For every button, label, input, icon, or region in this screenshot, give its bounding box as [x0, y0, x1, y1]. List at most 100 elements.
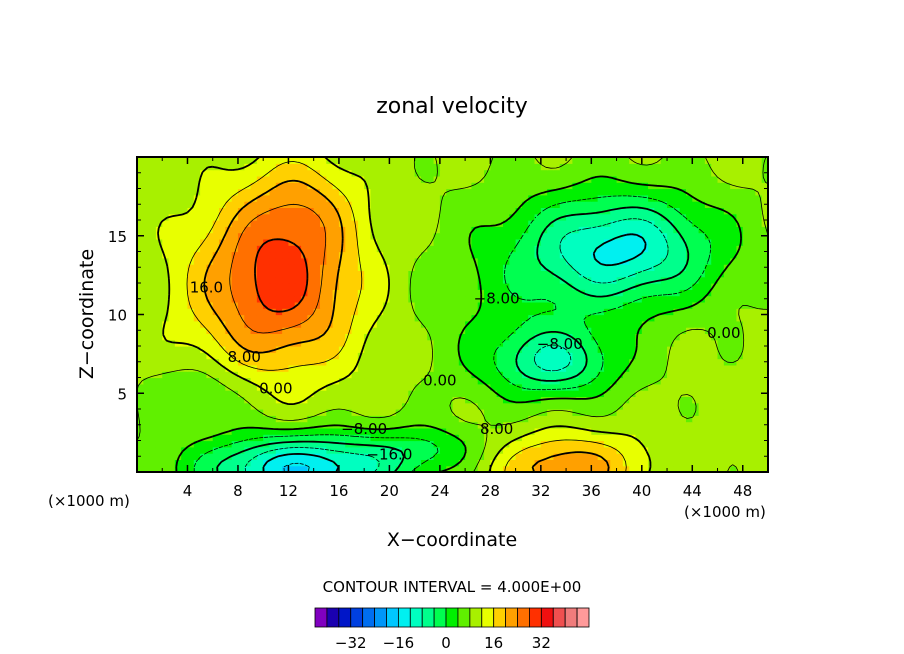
- field-cell: [414, 188, 422, 196]
- field-cell: [338, 396, 346, 404]
- field-cell: [269, 213, 277, 221]
- field-cell: [200, 333, 208, 341]
- field-cell: [250, 251, 258, 259]
- field-cell: [496, 264, 504, 271]
- field-cell: [357, 383, 365, 391]
- field-cell: [301, 320, 308, 328]
- field-cell: [603, 169, 611, 177]
- field-cell: [326, 257, 334, 265]
- field-cell: [736, 440, 744, 448]
- field-cell: [717, 188, 725, 196]
- field-cell: [755, 339, 763, 347]
- field-cell: [326, 194, 334, 202]
- field-cell: [168, 346, 176, 353]
- field-cell: [206, 371, 214, 379]
- field-cell: [641, 201, 649, 208]
- field-cell: [433, 308, 441, 316]
- field-cell: [383, 453, 390, 460]
- field-cell: [307, 409, 315, 416]
- field-cell: [155, 434, 163, 442]
- field-cell: [521, 377, 529, 385]
- field-cell: [465, 194, 473, 202]
- field-cell: [408, 257, 416, 265]
- field-cell: [629, 440, 637, 448]
- field-cell: [610, 301, 618, 309]
- field-cell: [294, 188, 302, 196]
- field-cell: [383, 182, 390, 190]
- field-cell: [572, 194, 580, 202]
- field-cell: [294, 402, 302, 410]
- field-cell: [698, 346, 706, 353]
- field-cell: [408, 440, 416, 448]
- field-cell: [389, 465, 397, 473]
- field-cell: [629, 453, 637, 460]
- field-cell: [641, 207, 649, 215]
- field-cell: [603, 415, 611, 423]
- field-cell: [679, 163, 687, 171]
- field-cell: [673, 308, 681, 316]
- field-cell: [528, 188, 536, 196]
- field-cell: [263, 295, 271, 303]
- field-cell: [591, 245, 599, 253]
- field-cell: [383, 371, 390, 379]
- field-cell: [528, 289, 536, 297]
- field-cell: [452, 157, 460, 164]
- field-cell: [351, 327, 359, 334]
- field-cell: [484, 314, 491, 322]
- field-cell: [250, 238, 258, 246]
- field-cell: [742, 182, 750, 190]
- field-cell: [193, 383, 201, 391]
- field-cell: [414, 440, 422, 448]
- field-cell: [244, 352, 252, 360]
- field-cell: [559, 182, 567, 190]
- field-cell: [654, 346, 662, 353]
- field-cell: [622, 245, 630, 253]
- field-cell: [250, 402, 258, 410]
- field-cell: [496, 327, 504, 334]
- field-cell: [654, 383, 662, 391]
- field-cell: [667, 194, 674, 202]
- field-cell: [357, 308, 365, 316]
- field-cell: [572, 465, 580, 473]
- field-cell: [458, 264, 466, 271]
- field-cell: [452, 163, 460, 171]
- field-cell: [736, 339, 744, 347]
- field-cell: [370, 213, 378, 221]
- field-cell: [219, 409, 226, 416]
- field-cell: [490, 320, 498, 328]
- field-cell: [730, 289, 738, 297]
- field-cell: [761, 175, 769, 183]
- field-cell: [231, 251, 239, 259]
- field-cell: [597, 409, 605, 416]
- field-cell: [484, 238, 491, 246]
- field-cell: [502, 232, 510, 240]
- field-cell: [641, 427, 649, 435]
- field-cell: [572, 182, 580, 190]
- field-cell: [585, 245, 592, 253]
- field-cell: [408, 245, 416, 253]
- field-cell: [591, 163, 599, 171]
- field-cell: [685, 421, 693, 429]
- field-cell: [641, 220, 649, 227]
- field-cell: [667, 377, 674, 385]
- field-cell: [667, 157, 674, 164]
- field-cell: [540, 346, 548, 353]
- field-cell: [673, 283, 681, 290]
- field-cell: [654, 402, 662, 410]
- field-cell: [660, 383, 668, 391]
- field-cell: [509, 226, 517, 234]
- field-cell: [723, 213, 731, 221]
- field-cell: [307, 264, 315, 271]
- field-cell: [364, 427, 372, 435]
- field-cell: [376, 295, 384, 303]
- field-cell: [572, 245, 580, 253]
- field-cell: [395, 213, 403, 221]
- field-cell: [206, 188, 214, 196]
- field-cell: [162, 446, 170, 454]
- field-cell: [408, 207, 416, 215]
- field-cell: [383, 157, 390, 164]
- field-cell: [420, 163, 428, 171]
- field-cell: [294, 245, 302, 253]
- field-cell: [345, 245, 353, 253]
- field-cell: [206, 459, 214, 467]
